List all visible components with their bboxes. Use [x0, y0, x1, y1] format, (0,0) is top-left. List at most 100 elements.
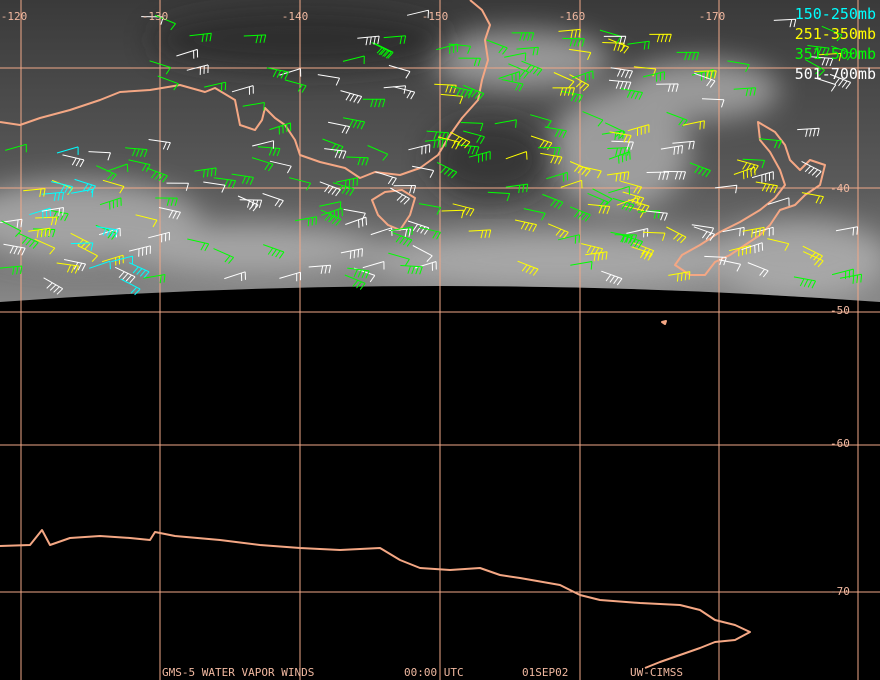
- wind-barb: [407, 220, 430, 235]
- wind-barb: [346, 156, 369, 166]
- wind-barb: [608, 38, 630, 54]
- wind-barb: [166, 182, 189, 191]
- wind-barb: [106, 163, 129, 173]
- wind-barb: [530, 135, 553, 150]
- wind-barb: [28, 227, 51, 238]
- wind-barb: [603, 35, 627, 45]
- wind-barb: [1, 220, 22, 237]
- wind-barb: [224, 271, 246, 282]
- latitude-label: -40: [830, 182, 850, 195]
- wind-barb: [400, 265, 423, 275]
- footer-date: 01SEP02: [522, 666, 568, 679]
- wind-barb: [284, 79, 307, 93]
- wind-barb: [452, 203, 475, 217]
- wind-barb: [458, 57, 481, 67]
- wind-barb: [149, 60, 172, 75]
- wind-barb: [814, 77, 837, 92]
- longitude-label: -150: [422, 10, 449, 23]
- wind-barb: [649, 33, 672, 43]
- wind-barb: [569, 206, 591, 222]
- wind-barb: [450, 85, 473, 99]
- wind-barb: [99, 197, 122, 210]
- wind-barb: [620, 88, 643, 100]
- wind-barb: [767, 238, 790, 251]
- wind-barb: [62, 154, 85, 168]
- wind-barb: [571, 70, 594, 82]
- wind-barb: [839, 273, 863, 284]
- wind-barb: [767, 197, 790, 206]
- wind-barb: [544, 126, 567, 139]
- wind-barb: [157, 75, 179, 91]
- wind-barb: [56, 146, 79, 155]
- wind-barb: [266, 67, 289, 80]
- wind-barb: [468, 151, 491, 163]
- wind-barb: [463, 84, 485, 101]
- wind-barb: [340, 90, 363, 104]
- wind-barb: [546, 171, 568, 182]
- wind-barb: [627, 40, 650, 50]
- wind-barb: [362, 261, 385, 270]
- wind-barb: [143, 274, 166, 284]
- wind-barb: [373, 42, 394, 59]
- wind-barb: [43, 277, 64, 295]
- wind-barb: [231, 85, 254, 95]
- wind-barb: [383, 35, 407, 45]
- wind-barb: [3, 243, 26, 256]
- wind-barb: [383, 85, 407, 94]
- wind-barb: [616, 197, 639, 206]
- wind-barb: [89, 260, 111, 270]
- wind-barb: [530, 114, 552, 128]
- wind-barb: [213, 177, 237, 189]
- wind-barb: [557, 234, 580, 244]
- wind-barb: [521, 60, 543, 76]
- wind-barb: [656, 83, 679, 92]
- wind-barb: [63, 259, 87, 272]
- legend-entry: 251-350mb: [795, 25, 876, 43]
- wind-barb: [41, 191, 65, 201]
- wind-barb: [426, 130, 449, 141]
- wind-barb: [393, 185, 417, 194]
- wind-barb: [801, 192, 824, 205]
- wind-barb: [601, 270, 623, 286]
- wind-barb: [511, 32, 535, 41]
- wind-barb: [213, 248, 234, 264]
- wind-barb: [646, 171, 670, 181]
- wind-barb: [517, 260, 539, 276]
- wind-barb: [682, 120, 705, 130]
- wind-barb: [547, 223, 569, 239]
- wind-barb: [558, 28, 581, 39]
- wind-barb: [332, 182, 355, 196]
- wind-barb: [602, 42, 625, 52]
- wind-barb: [71, 188, 94, 198]
- wind-barb: [88, 151, 111, 161]
- wind-barb: [693, 226, 716, 241]
- wind-barb: [818, 52, 842, 62]
- wind-barb: [390, 226, 414, 236]
- wind-barb: [505, 183, 529, 194]
- wind-barb: [660, 145, 684, 155]
- wind-barb: [252, 140, 275, 149]
- wind-barb: [627, 199, 650, 214]
- wind-barb: [289, 177, 312, 191]
- wind-barb: [425, 138, 448, 149]
- wind-barb: [487, 191, 511, 202]
- longitude-label: -130: [142, 10, 169, 23]
- wind-barb: [672, 140, 695, 150]
- wind-barb: [727, 60, 750, 73]
- wind-barb: [434, 83, 457, 94]
- wind-barb: [810, 56, 834, 67]
- wind-barb: [612, 197, 635, 212]
- wind-barb: [412, 245, 433, 262]
- latitude-label: -60: [830, 437, 850, 450]
- wind-barb: [569, 74, 590, 92]
- wind-barb: [18, 232, 39, 249]
- wind-barb: [759, 138, 782, 149]
- wind-barb: [56, 262, 79, 274]
- wind-barb: [742, 158, 766, 169]
- wind-barb: [357, 35, 380, 46]
- wind-barb: [585, 251, 608, 262]
- wind-barb: [375, 171, 397, 186]
- wind-barb: [391, 231, 413, 247]
- wind-barb: [668, 271, 691, 282]
